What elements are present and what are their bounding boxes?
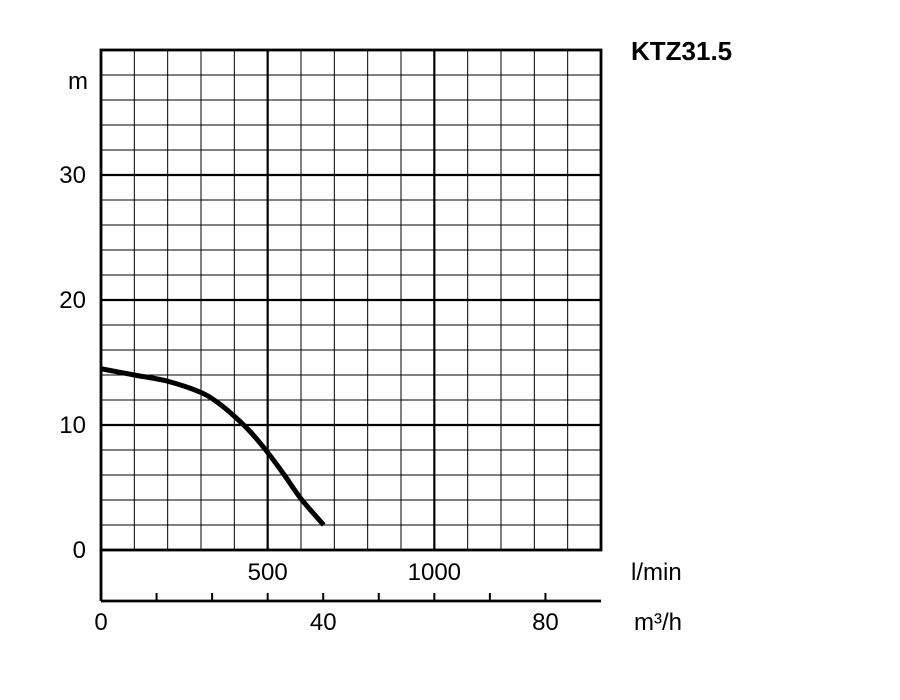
axis-labels: 0 10 20 30 m 500 1000 l/min 0 40 80 m³/h KTZ31.5 xyxy=(59,36,732,636)
head-curve xyxy=(100,366,326,527)
performance-curve xyxy=(100,366,326,527)
x-tick-label-lmin: 1000 xyxy=(408,559,461,586)
major-grid xyxy=(101,50,601,550)
plot-border xyxy=(99,48,603,552)
x-tick-label-m3h: 0 xyxy=(94,609,107,636)
x-axis-label-m3h: m³/h xyxy=(634,609,682,636)
x-tick-label-lmin: 500 xyxy=(248,559,288,586)
x-axis-label-lmin: l/min xyxy=(631,559,682,586)
y-axis-label: m xyxy=(68,68,88,95)
y-tick-label: 0 xyxy=(73,537,86,564)
minor-grid xyxy=(101,50,601,550)
plot-frame xyxy=(99,48,603,603)
y-tick-label: 30 xyxy=(59,162,86,189)
chart-title: KTZ31.5 xyxy=(631,36,732,66)
x-tick-label-m3h: 40 xyxy=(310,609,337,636)
y-tick-label: 20 xyxy=(59,287,86,314)
y-tick-label: 10 xyxy=(59,412,86,439)
x-tick-label-m3h: 80 xyxy=(532,609,559,636)
